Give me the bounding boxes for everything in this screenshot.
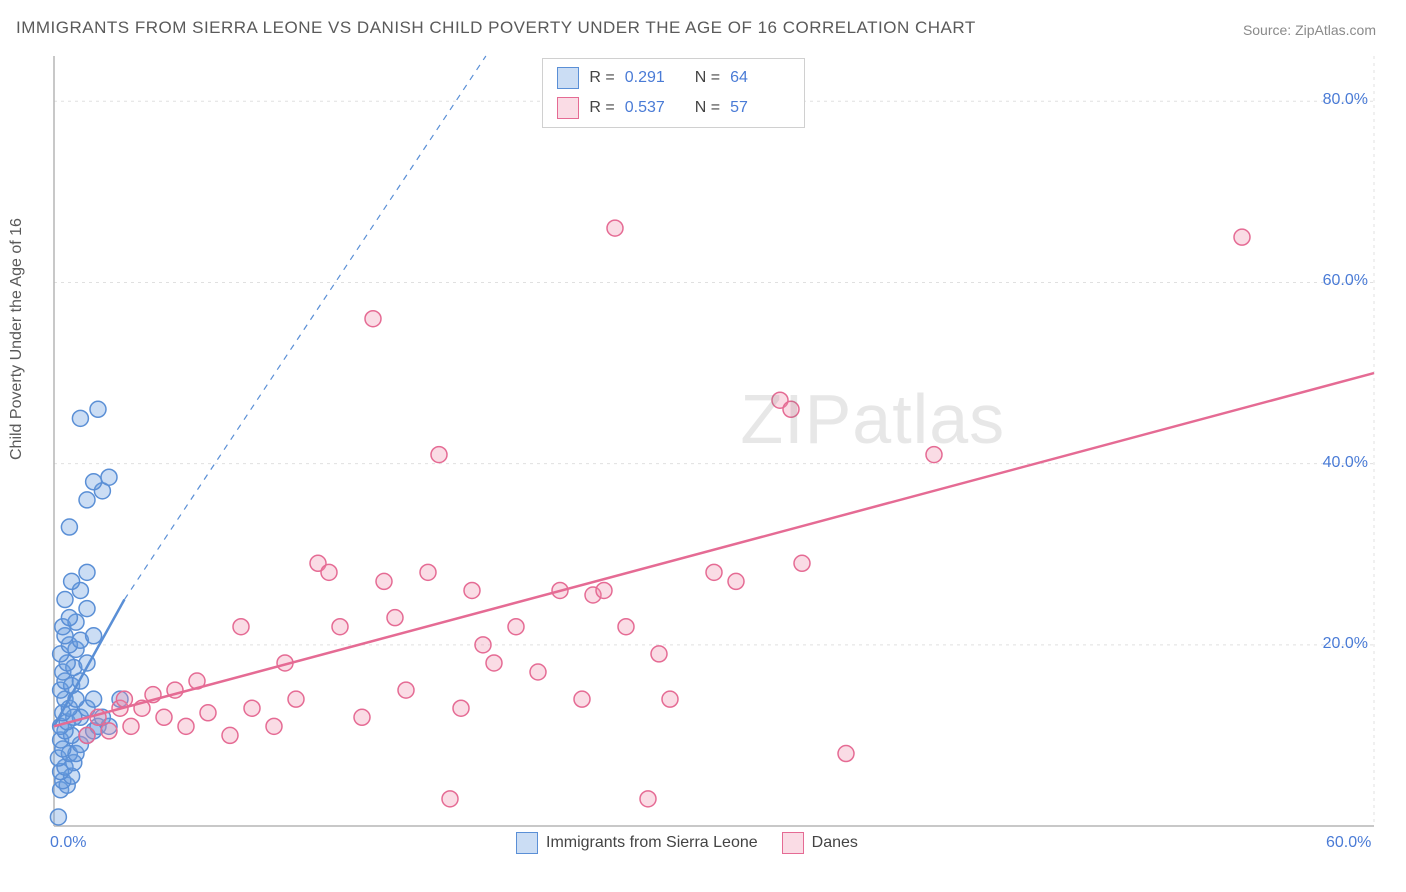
legend-stats-box: R = 0.291 N = 64 R = 0.537 N = 57 bbox=[542, 58, 805, 128]
legend-swatch bbox=[782, 832, 804, 854]
legend-swatch bbox=[557, 97, 579, 119]
legend-n-label: N = bbox=[695, 69, 720, 87]
legend-series-item: Danes bbox=[782, 832, 858, 854]
legend-swatch bbox=[516, 832, 538, 854]
y-tick-label: 20.0% bbox=[1323, 635, 1368, 653]
legend-stats-row: R = 0.291 N = 64 bbox=[543, 63, 804, 93]
legend-n-value: 64 bbox=[730, 69, 790, 87]
y-tick-label: 60.0% bbox=[1323, 272, 1368, 290]
legend-r-value: 0.537 bbox=[625, 99, 685, 117]
legend-r-label: R = bbox=[589, 69, 614, 87]
legend-r-label: R = bbox=[589, 99, 614, 117]
legend-n-label: N = bbox=[695, 99, 720, 117]
legend-series: Immigrants from Sierra Leone Danes bbox=[516, 832, 858, 854]
legend-n-value: 57 bbox=[730, 99, 790, 117]
legend-swatch bbox=[557, 67, 579, 89]
y-tick-label: 40.0% bbox=[1323, 454, 1368, 472]
scatter-plot bbox=[0, 0, 1406, 892]
x-tick-label: 0.0% bbox=[50, 834, 86, 852]
legend-series-item: Immigrants from Sierra Leone bbox=[516, 832, 758, 854]
legend-series-label: Danes bbox=[812, 834, 858, 852]
legend-r-value: 0.291 bbox=[625, 69, 685, 87]
legend-stats-row: R = 0.537 N = 57 bbox=[543, 93, 804, 123]
y-tick-label: 80.0% bbox=[1323, 91, 1368, 109]
x-tick-label: 60.0% bbox=[1326, 834, 1371, 852]
legend-series-label: Immigrants from Sierra Leone bbox=[546, 834, 758, 852]
